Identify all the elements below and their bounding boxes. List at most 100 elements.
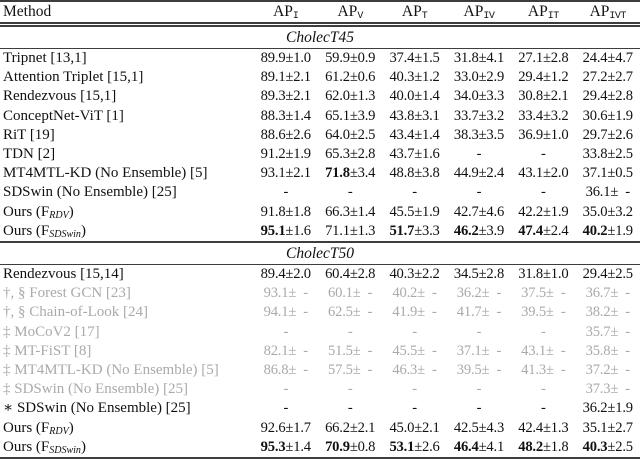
value-main: 48.2: [518, 438, 543, 455]
value-error: ±3.3: [478, 88, 505, 105]
value-cell: -: [318, 323, 382, 342]
value-cell: 33.0±2.9: [447, 68, 511, 87]
value-error: ±3.4: [349, 165, 376, 182]
table-row: Rendezvous [15,1] 89.3±2.1 62.0±1.3 40.0±1.…: [0, 87, 640, 106]
value-cell: 27.1±2.8: [511, 49, 575, 69]
value-cell: 36.1± -: [576, 183, 640, 202]
section-header-cholect45: CholecT45: [0, 24, 640, 49]
value-error: ±1.6: [285, 222, 311, 239]
value-main: 53.1: [389, 438, 415, 455]
value-error: ±2.1: [349, 419, 376, 436]
value-cell: 62.5± -: [318, 303, 382, 322]
value-cell: 34.0±3.3: [447, 87, 511, 106]
value-cell: -: [318, 399, 382, 418]
value-cell: 86.8± -: [254, 361, 318, 380]
value-error: ±2.4: [478, 165, 505, 182]
value-main: -: [283, 184, 289, 201]
value-error: ±2.8: [542, 50, 569, 66]
value-cell: 35.8± -: [576, 342, 640, 361]
value-cell: 43.4±1.4: [382, 126, 446, 145]
value-main: -: [283, 323, 289, 340]
table-row: MT4MTL-KD (No Ensemble) [5] 93.1±2.1 71.8±…: [0, 164, 640, 183]
value-cell: 46.4±4.1: [447, 438, 511, 458]
value-cell: 43.8±3.1: [382, 107, 446, 126]
value-error: ± -: [481, 362, 502, 379]
value-cell: 27.2±2.7: [576, 68, 640, 87]
column-header-ap-t: APT: [382, 1, 447, 27]
value-error: ±3.3: [414, 222, 440, 239]
method-cell: TDN [2]: [3, 146, 56, 163]
value-error: ± -: [610, 304, 630, 321]
value-main: 29.4: [582, 88, 608, 105]
value-error: ± -: [545, 362, 566, 379]
value-cell: 71.1±1.3: [318, 222, 382, 242]
column-header-label: AP: [589, 3, 610, 20]
table-row: †, § Forest GCN [23] 93.1± -60.1± -40.2± …: [0, 284, 640, 303]
value-main: 91.8: [260, 203, 286, 220]
value-cell: 51.7±3.3: [382, 222, 446, 242]
value-main: 91.2: [260, 146, 286, 163]
value-cell: 36.2± -: [447, 284, 511, 303]
table-row: SDSwin (No Ensemble) [25] - - - - - 36.1± -: [0, 183, 640, 202]
value-cell: 46.2±3.9: [447, 222, 511, 242]
table-row: Tripnet [13,1] 89.9±1.0 59.9±0.9 37.4±1.5 31…: [0, 49, 640, 69]
value-main: 33.8: [582, 146, 608, 163]
value-cell: -: [382, 183, 446, 202]
value-main: 36.1: [585, 184, 611, 201]
value-cell: -: [447, 399, 511, 418]
value-cell: 70.9±0.8: [318, 438, 382, 458]
method-cell: ∗ SDSwin (No Ensemble) [25]: [3, 400, 191, 417]
value-cell: 41.3± -: [511, 361, 575, 380]
value-cell: 40.2± -: [382, 284, 446, 303]
value-main: 46.3: [392, 362, 418, 379]
value-error: ±0.8: [349, 438, 376, 455]
value-main: 40.2: [582, 222, 608, 239]
value-cell: -: [447, 183, 511, 202]
value-cell: 91.8±1.8: [254, 203, 318, 222]
value-error: ±0.5: [607, 165, 633, 182]
value-main: 89.9: [260, 50, 286, 66]
value-main: -: [412, 184, 417, 201]
column-header-label: Method: [3, 3, 52, 20]
value-main: -: [412, 323, 417, 340]
value-error: ±1.0: [542, 126, 569, 143]
value-error: ± -: [610, 362, 630, 379]
value-cell: 65.3±2.8: [318, 145, 382, 164]
value-error: ± -: [352, 304, 373, 321]
value-main: 33.7: [453, 107, 479, 124]
value-main: 34.5: [453, 266, 479, 283]
value-main: 65.1: [325, 107, 350, 124]
method-cell: Ours (FRDV): [3, 203, 74, 221]
method-subscript: SDSwin: [49, 228, 81, 240]
value-error: ±2.8: [607, 88, 633, 105]
header-row: Method API APV APT APIV APIT APIVT: [0, 1, 640, 27]
value-error: ±2.0: [285, 266, 311, 283]
value-cell: 38.3±3.5: [447, 126, 511, 145]
column-header-ap-ivt: APIVT: [575, 1, 640, 27]
value-main: -: [283, 381, 289, 398]
value-cell: 29.7±2.6: [576, 126, 640, 145]
value-main: 57.5: [328, 362, 353, 379]
value-main: 37.4: [389, 50, 415, 66]
value-error: ±2.1: [285, 69, 311, 86]
value-cell: 44.9±2.4: [447, 164, 511, 183]
value-main: 41.7: [456, 304, 482, 321]
value-error: ±3.8: [414, 165, 440, 182]
value-cell: 42.4±1.3: [511, 419, 575, 438]
value-cell: 40.0±1.4: [382, 87, 446, 106]
value-error: ±2.5: [607, 146, 633, 163]
value-cell: 66.3±1.4: [318, 203, 382, 222]
value-error: ±2.8: [478, 266, 505, 283]
value-main: 43.7: [389, 146, 415, 163]
value-error: ±1.0: [542, 266, 569, 283]
value-error: ±1.2: [542, 69, 569, 86]
value-main: 48.8: [389, 165, 415, 182]
value-error: ± -: [545, 285, 566, 302]
value-cell: 95.3±1.4: [254, 438, 318, 458]
value-cell: 37.4±1.5: [382, 49, 446, 69]
method-cell: MT4MTL-KD (No Ensemble) [5]: [3, 165, 208, 182]
value-cell: 64.0±2.5: [318, 126, 382, 145]
value-cell: 40.3±1.2: [382, 68, 446, 87]
value-main: 37.2: [585, 362, 611, 379]
